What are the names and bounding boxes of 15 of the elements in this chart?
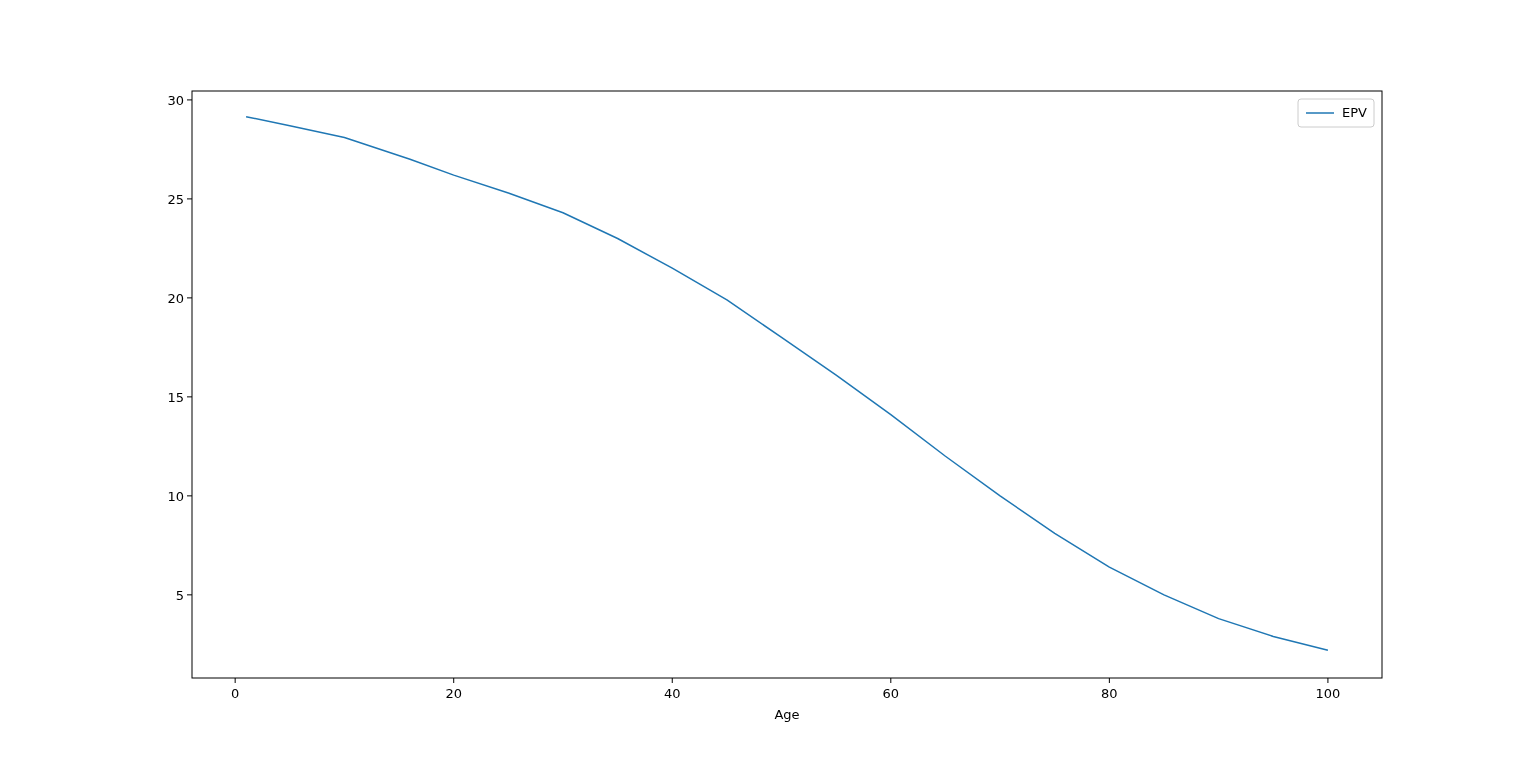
legend-label: EPV bbox=[1342, 105, 1368, 120]
y-tick-label: 15 bbox=[167, 389, 184, 405]
x-tick-label: 100 bbox=[1315, 686, 1341, 701]
x-tick-label: 80 bbox=[1101, 686, 1118, 701]
x-axis-title: Age bbox=[774, 707, 800, 722]
y-tick-label: 10 bbox=[167, 488, 184, 504]
x-tick-label: 0 bbox=[231, 686, 240, 701]
y-tick-label: 25 bbox=[167, 191, 184, 207]
x-tick-label: 20 bbox=[445, 686, 462, 701]
x-tick-label: 40 bbox=[663, 686, 681, 701]
line-series bbox=[245, 115, 1329, 652]
x-tick-label: 60 bbox=[882, 686, 900, 701]
y-tick-label: 20 bbox=[167, 290, 184, 306]
y-tick-label: 30 bbox=[167, 92, 184, 108]
y-tick-label: 5 bbox=[175, 587, 184, 603]
